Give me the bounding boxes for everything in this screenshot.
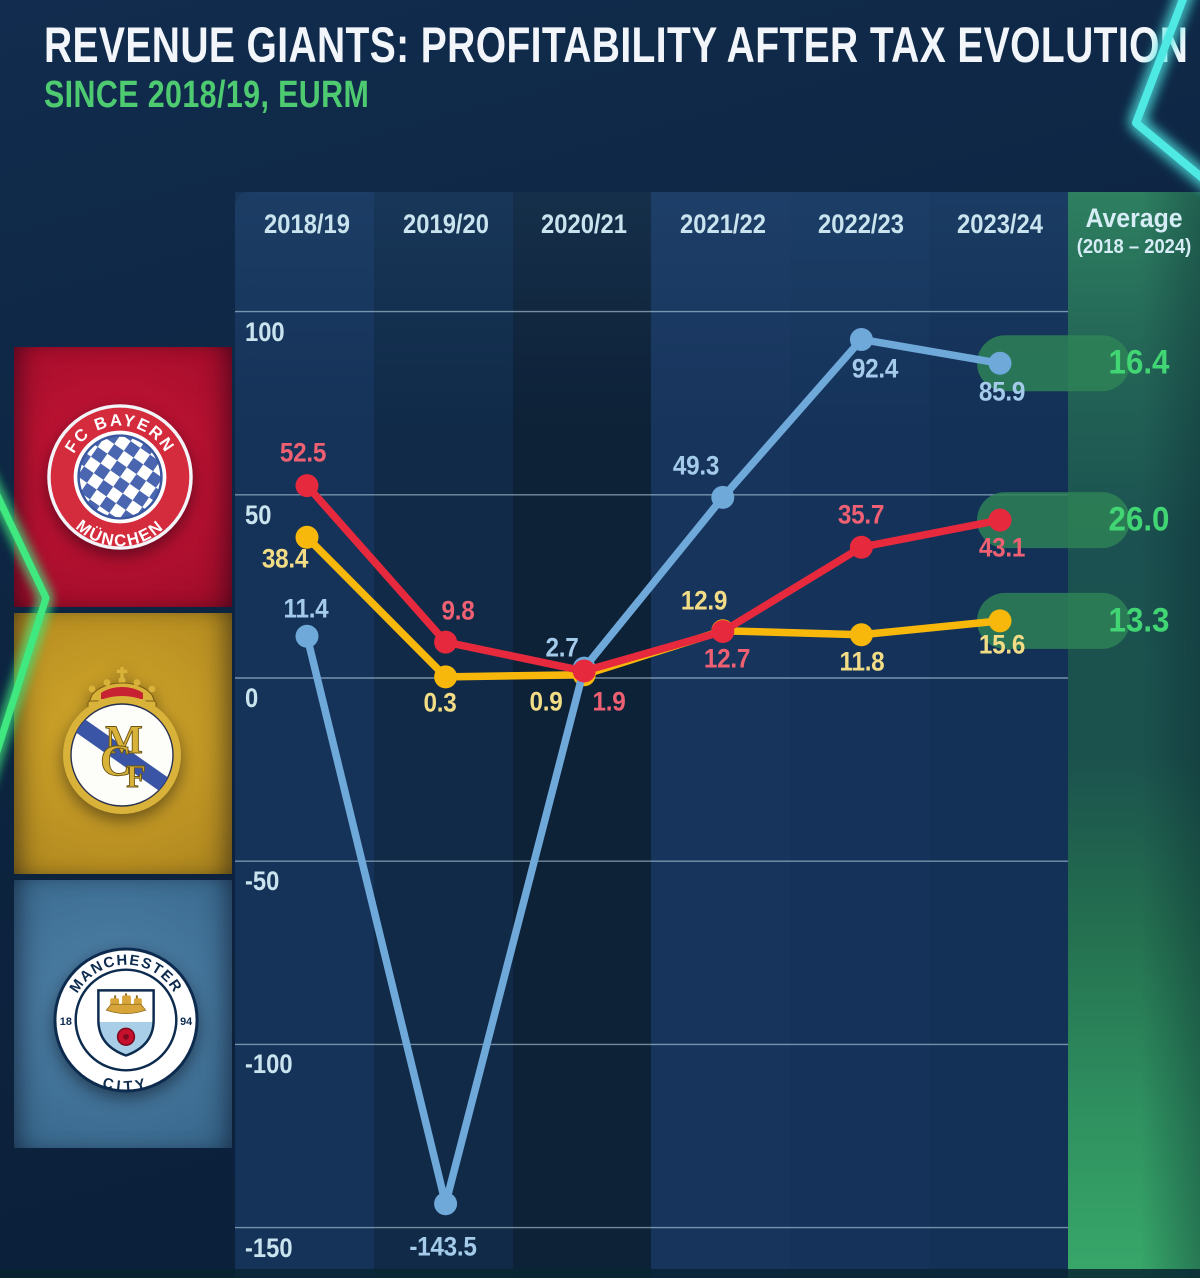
page-title: REVENUE GIANTS: PROFITABILITY AFTER TAX …	[44, 17, 1189, 73]
average-header-line1: Average	[1085, 203, 1183, 233]
average-column-header: Average (2018 – 2024)	[1073, 203, 1194, 259]
ship-icon	[105, 993, 147, 1014]
season-header-2023-24: 2023/24	[957, 209, 1043, 239]
svg-text:M: M	[105, 717, 143, 762]
club-panel-man-city: MANCHESTER CITY 18 94	[14, 880, 232, 1148]
data-point	[295, 474, 319, 498]
average-pill	[977, 492, 1130, 549]
season-header-2018-19: 2018/19	[264, 209, 350, 239]
series-line-2	[303, 335, 1004, 1208]
club-panel-real-madrid: M C F	[14, 613, 232, 874]
data-point	[434, 1192, 458, 1216]
data-point	[988, 351, 1012, 375]
data-point	[988, 609, 1012, 633]
average-pill	[977, 335, 1130, 392]
average-header-line2: (2018 – 2024)	[1076, 236, 1192, 258]
data-point	[849, 535, 873, 559]
svg-text:F: F	[126, 758, 146, 794]
svg-text:C: C	[100, 736, 132, 785]
data-point	[295, 624, 319, 648]
chart-plot-area	[235, 192, 1068, 1278]
bayern-munich-crest-logo: FC BAYERN MÜNCHEN	[47, 404, 193, 550]
city-crest-year-right: 94	[180, 1016, 192, 1028]
data-point	[434, 630, 458, 654]
svg-text:CITY: CITY	[101, 1075, 152, 1094]
data-point	[434, 665, 458, 689]
season-header-2019-20: 2019/20	[402, 209, 489, 239]
season-header-2022-23: 2022/23	[818, 209, 905, 239]
data-point	[988, 508, 1012, 532]
red-rose-icon	[116, 1027, 136, 1046]
bottom-edge-strip	[0, 1269, 1200, 1278]
mcf-monogram: M C F	[100, 717, 147, 795]
season-header-2021-22: 2021/22	[679, 209, 766, 239]
season-header-2020-21: 2020/21	[541, 209, 628, 239]
data-point	[711, 485, 735, 509]
real-madrid-crest-logo: M C F	[63, 667, 181, 814]
data-point	[572, 659, 596, 683]
blue-sash	[71, 707, 173, 803]
page-subtitle: SINCE 2018/19, EURM	[44, 74, 370, 116]
city-crest-year-left: 18	[60, 1016, 72, 1028]
club-panel-bayern: FC BAYERN MÜNCHEN	[14, 347, 232, 607]
city-crest-bottom-text: CITY	[101, 1075, 148, 1094]
data-point	[849, 327, 873, 351]
man-city-crest-logo: MANCHESTER CITY 18 94	[53, 947, 199, 1094]
data-point	[849, 623, 873, 647]
data-point	[711, 619, 735, 643]
series-line-0	[303, 481, 1004, 675]
average-pill	[977, 592, 1130, 649]
data-point	[295, 525, 319, 549]
